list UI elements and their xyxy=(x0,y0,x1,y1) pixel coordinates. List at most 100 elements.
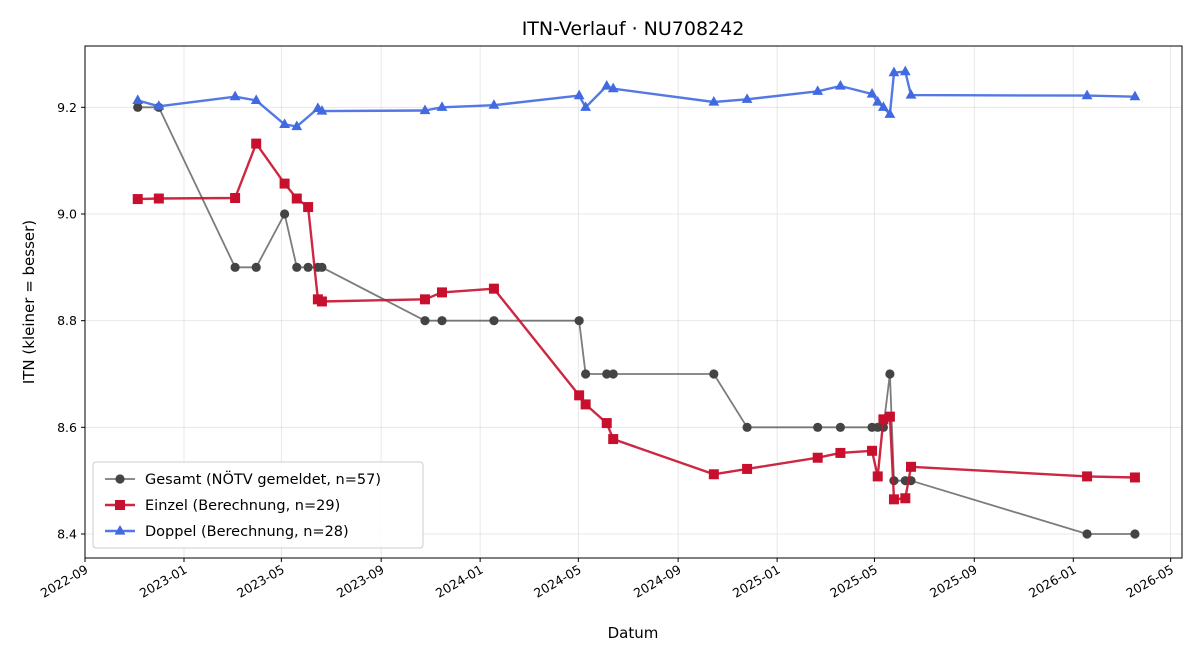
data-point xyxy=(574,316,584,326)
data-point xyxy=(608,369,618,379)
data-point xyxy=(574,390,585,401)
y-tick-label: 8.8 xyxy=(57,313,77,328)
data-point xyxy=(878,101,889,111)
legend-box xyxy=(92,461,424,549)
data-point xyxy=(602,369,612,379)
data-point xyxy=(884,411,895,422)
x-axis-title: Datum xyxy=(608,624,659,642)
data-point xyxy=(905,89,917,99)
data-point xyxy=(317,262,327,272)
data-point xyxy=(872,96,884,106)
data-point xyxy=(741,93,753,103)
data-point xyxy=(581,369,591,379)
legend: Gesamt (NÖTV gemeldet, n=57) Einzel (Bere… xyxy=(92,461,424,549)
data-point xyxy=(291,193,302,204)
data-point xyxy=(835,80,846,90)
data-point xyxy=(279,118,291,128)
data-point xyxy=(573,89,585,100)
data-point xyxy=(153,100,165,110)
data-point xyxy=(489,316,499,326)
data-point xyxy=(867,445,878,456)
grid xyxy=(84,46,1182,558)
data-point xyxy=(601,80,613,90)
data-point xyxy=(316,296,327,307)
data-point xyxy=(436,101,448,111)
data-point xyxy=(251,138,262,149)
data-point xyxy=(580,101,592,111)
data-point xyxy=(133,102,143,112)
data-point xyxy=(230,262,240,272)
data-point xyxy=(279,178,290,189)
data-point xyxy=(885,369,895,379)
series-circle xyxy=(133,102,1140,539)
data-point xyxy=(280,209,290,219)
data-point xyxy=(419,294,430,305)
data-point xyxy=(1082,471,1093,482)
data-point xyxy=(132,94,144,104)
data-point xyxy=(812,452,823,463)
data-point xyxy=(813,422,823,432)
legend-marker xyxy=(114,525,126,535)
data-point xyxy=(601,418,612,429)
data-point xyxy=(900,493,911,504)
series-triangle xyxy=(132,65,1141,131)
data-point xyxy=(742,463,753,474)
data-point xyxy=(708,469,719,480)
data-point xyxy=(420,316,430,326)
data-point xyxy=(303,262,313,272)
data-point xyxy=(709,369,719,379)
data-point xyxy=(878,414,889,425)
data-point xyxy=(888,66,900,77)
data-point xyxy=(251,262,261,272)
data-point xyxy=(708,96,720,106)
data-point xyxy=(419,104,431,115)
data-point xyxy=(905,461,916,472)
y-tick-label: 9.2 xyxy=(57,100,77,115)
data-point xyxy=(437,316,447,326)
data-point xyxy=(1129,90,1141,101)
data-point xyxy=(1130,529,1140,539)
data-point xyxy=(229,90,241,101)
data-point xyxy=(1082,529,1092,539)
series-square xyxy=(132,138,1140,505)
data-point xyxy=(835,422,846,432)
data-point xyxy=(488,99,500,109)
data-point xyxy=(888,494,899,505)
data-point xyxy=(316,105,328,115)
legend-marker xyxy=(115,474,125,484)
series-layer xyxy=(132,65,1141,539)
data-point xyxy=(899,65,911,76)
y-tick-label: 8.6 xyxy=(57,420,77,435)
legend-label: Einzel (Berechnung, n=29) xyxy=(145,498,340,514)
legend-label: Doppel (Berechnung, n=28) xyxy=(145,524,349,540)
data-point xyxy=(1129,472,1140,483)
plot-frame xyxy=(84,45,1183,559)
data-point xyxy=(132,194,143,205)
legend-label: Gesamt (NÖTV gemeldet, n=57) xyxy=(145,470,381,488)
data-point xyxy=(580,399,591,410)
data-point xyxy=(866,88,878,98)
data-point xyxy=(250,94,262,104)
y-tick-label: 9.0 xyxy=(57,207,77,222)
data-point xyxy=(291,120,303,131)
y-axis-title: ITN (kleiner = besser) xyxy=(20,220,38,384)
data-point xyxy=(1081,89,1093,100)
data-point xyxy=(437,287,448,298)
data-point xyxy=(488,283,499,294)
data-point xyxy=(230,193,241,203)
data-point xyxy=(742,422,752,432)
data-point xyxy=(835,447,846,458)
legend-marker xyxy=(115,500,125,510)
data-point xyxy=(292,262,302,272)
data-point xyxy=(607,82,619,93)
data-point xyxy=(872,471,883,482)
data-point xyxy=(812,85,824,95)
y-tick-label: 8.4 xyxy=(57,527,77,542)
chart-title: ITN-Verlauf · NU708242 xyxy=(522,18,745,40)
data-point xyxy=(884,108,896,118)
data-point xyxy=(153,193,164,204)
data-point xyxy=(608,434,619,445)
data-point xyxy=(303,202,314,213)
